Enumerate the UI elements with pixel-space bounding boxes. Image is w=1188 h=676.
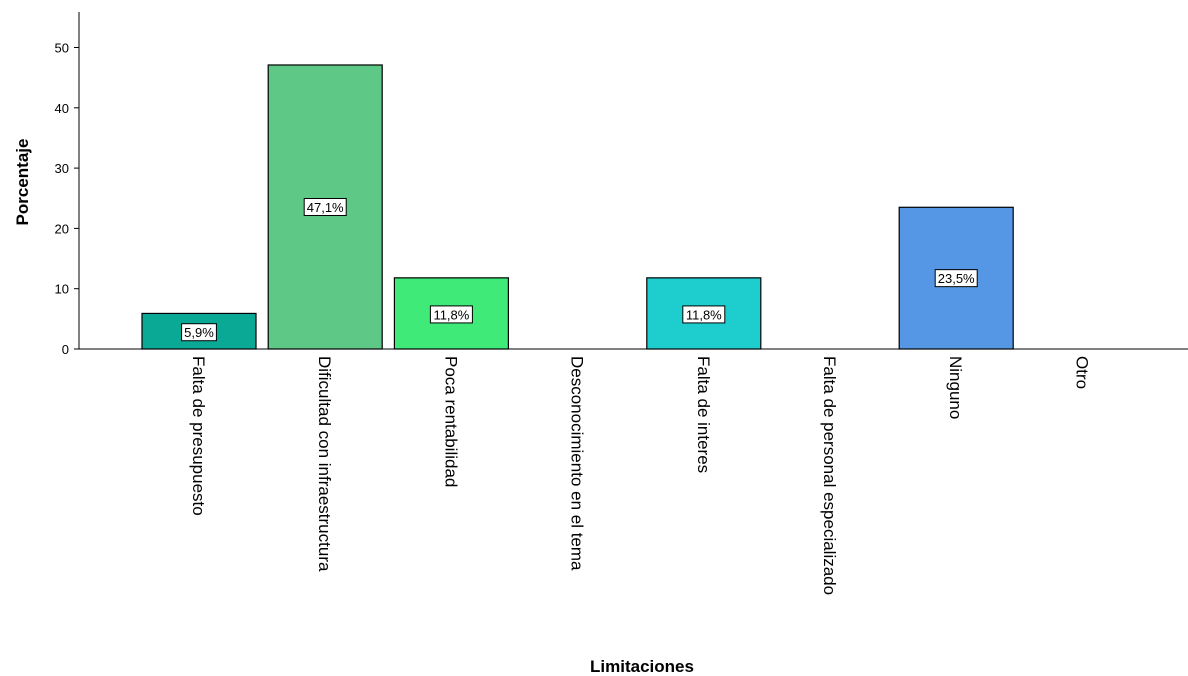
y-tick-label: 40 <box>55 101 69 116</box>
data-label-box <box>682 305 726 324</box>
data-label: 23,5% <box>938 271 975 286</box>
y-tick-label: 0 <box>62 342 69 357</box>
bars-group <box>141 64 1014 350</box>
y-tick-label: 30 <box>55 161 69 176</box>
y-tick-label: 20 <box>55 221 69 236</box>
x-tick-label: Dificultad con infraestructura <box>315 356 334 572</box>
data-label-box <box>429 305 473 324</box>
y-tick-label: 50 <box>55 41 69 56</box>
data-label: 11,8% <box>433 307 469 322</box>
x-axis-title: Limitaciones <box>590 657 694 676</box>
y-axis-title: Porcentaje <box>13 139 32 226</box>
data-label-box <box>934 269 978 288</box>
axes-group: 0 10 20 30 40 50 Falta de presupuesto Dificulta… <box>55 12 1188 595</box>
data-label: 5,9% <box>184 325 214 340</box>
x-tick-label: Ninguno <box>946 356 965 419</box>
x-tick-label: Falta de presupuesto <box>189 356 208 516</box>
y-tick-label: 10 <box>55 282 69 297</box>
x-tick-label: Poca rentabilidad <box>441 356 460 487</box>
data-label: 11,8% <box>686 307 722 322</box>
x-tick-label: Otro <box>1072 356 1091 389</box>
data-label-box <box>181 323 217 342</box>
x-tick-label: Falta de interes <box>694 356 713 473</box>
data-label: 47,1% <box>307 200 344 215</box>
x-tick-label: Desconocimiento en el tema <box>568 356 587 571</box>
x-tick-label: Falta de personal especializado <box>820 356 839 595</box>
data-label-box <box>303 197 347 216</box>
data-labels-group: 5,9% 47,1% 11,8% 11,8% 23,5% <box>181 197 978 342</box>
